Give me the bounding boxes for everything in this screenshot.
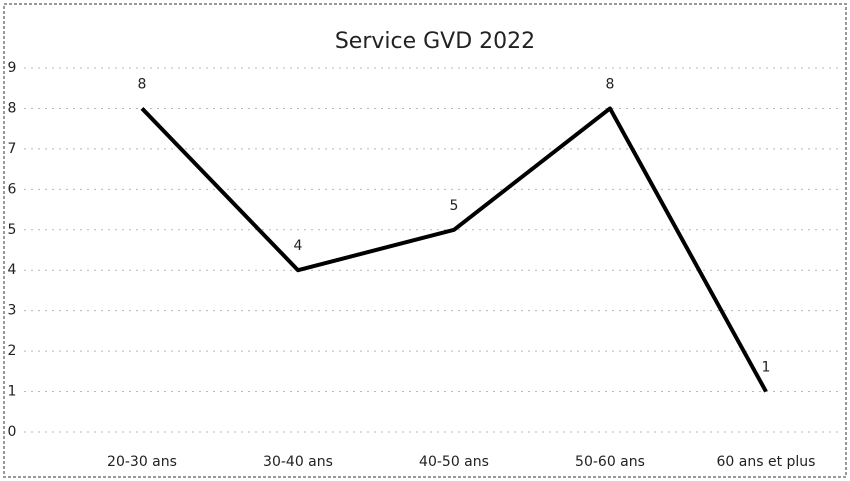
data-label: 1 (762, 360, 771, 376)
chart-frame (3, 3, 847, 478)
y-tick-label: 1 (8, 384, 17, 400)
data-label: 4 (294, 238, 303, 254)
data-label: 8 (606, 76, 615, 92)
y-tick-label: 4 (8, 262, 17, 278)
y-tick-label: 9 (8, 60, 17, 76)
y-tick-label: 3 (8, 303, 17, 319)
data-line (140, 106, 768, 393)
chart-title: Service GVD 2022 (335, 29, 535, 54)
x-tick-label: 20-30 ans (107, 454, 177, 470)
x-tick-label: 40-50 ans (419, 454, 489, 470)
y-tick-label: 7 (8, 141, 17, 157)
x-tick-label: 60 ans et plus (717, 454, 816, 470)
y-tick-label: 2 (8, 343, 17, 359)
y-tick-label: 8 (8, 100, 17, 116)
x-tick-label: 50-60 ans (575, 454, 645, 470)
data-label: 5 (450, 198, 459, 214)
x-tick-label: 30-40 ans (263, 454, 333, 470)
y-tick-label: 6 (8, 181, 17, 197)
y-tick-label: 5 (8, 222, 17, 238)
y-tick-label: 0 (8, 424, 17, 440)
data-label: 8 (138, 76, 147, 92)
